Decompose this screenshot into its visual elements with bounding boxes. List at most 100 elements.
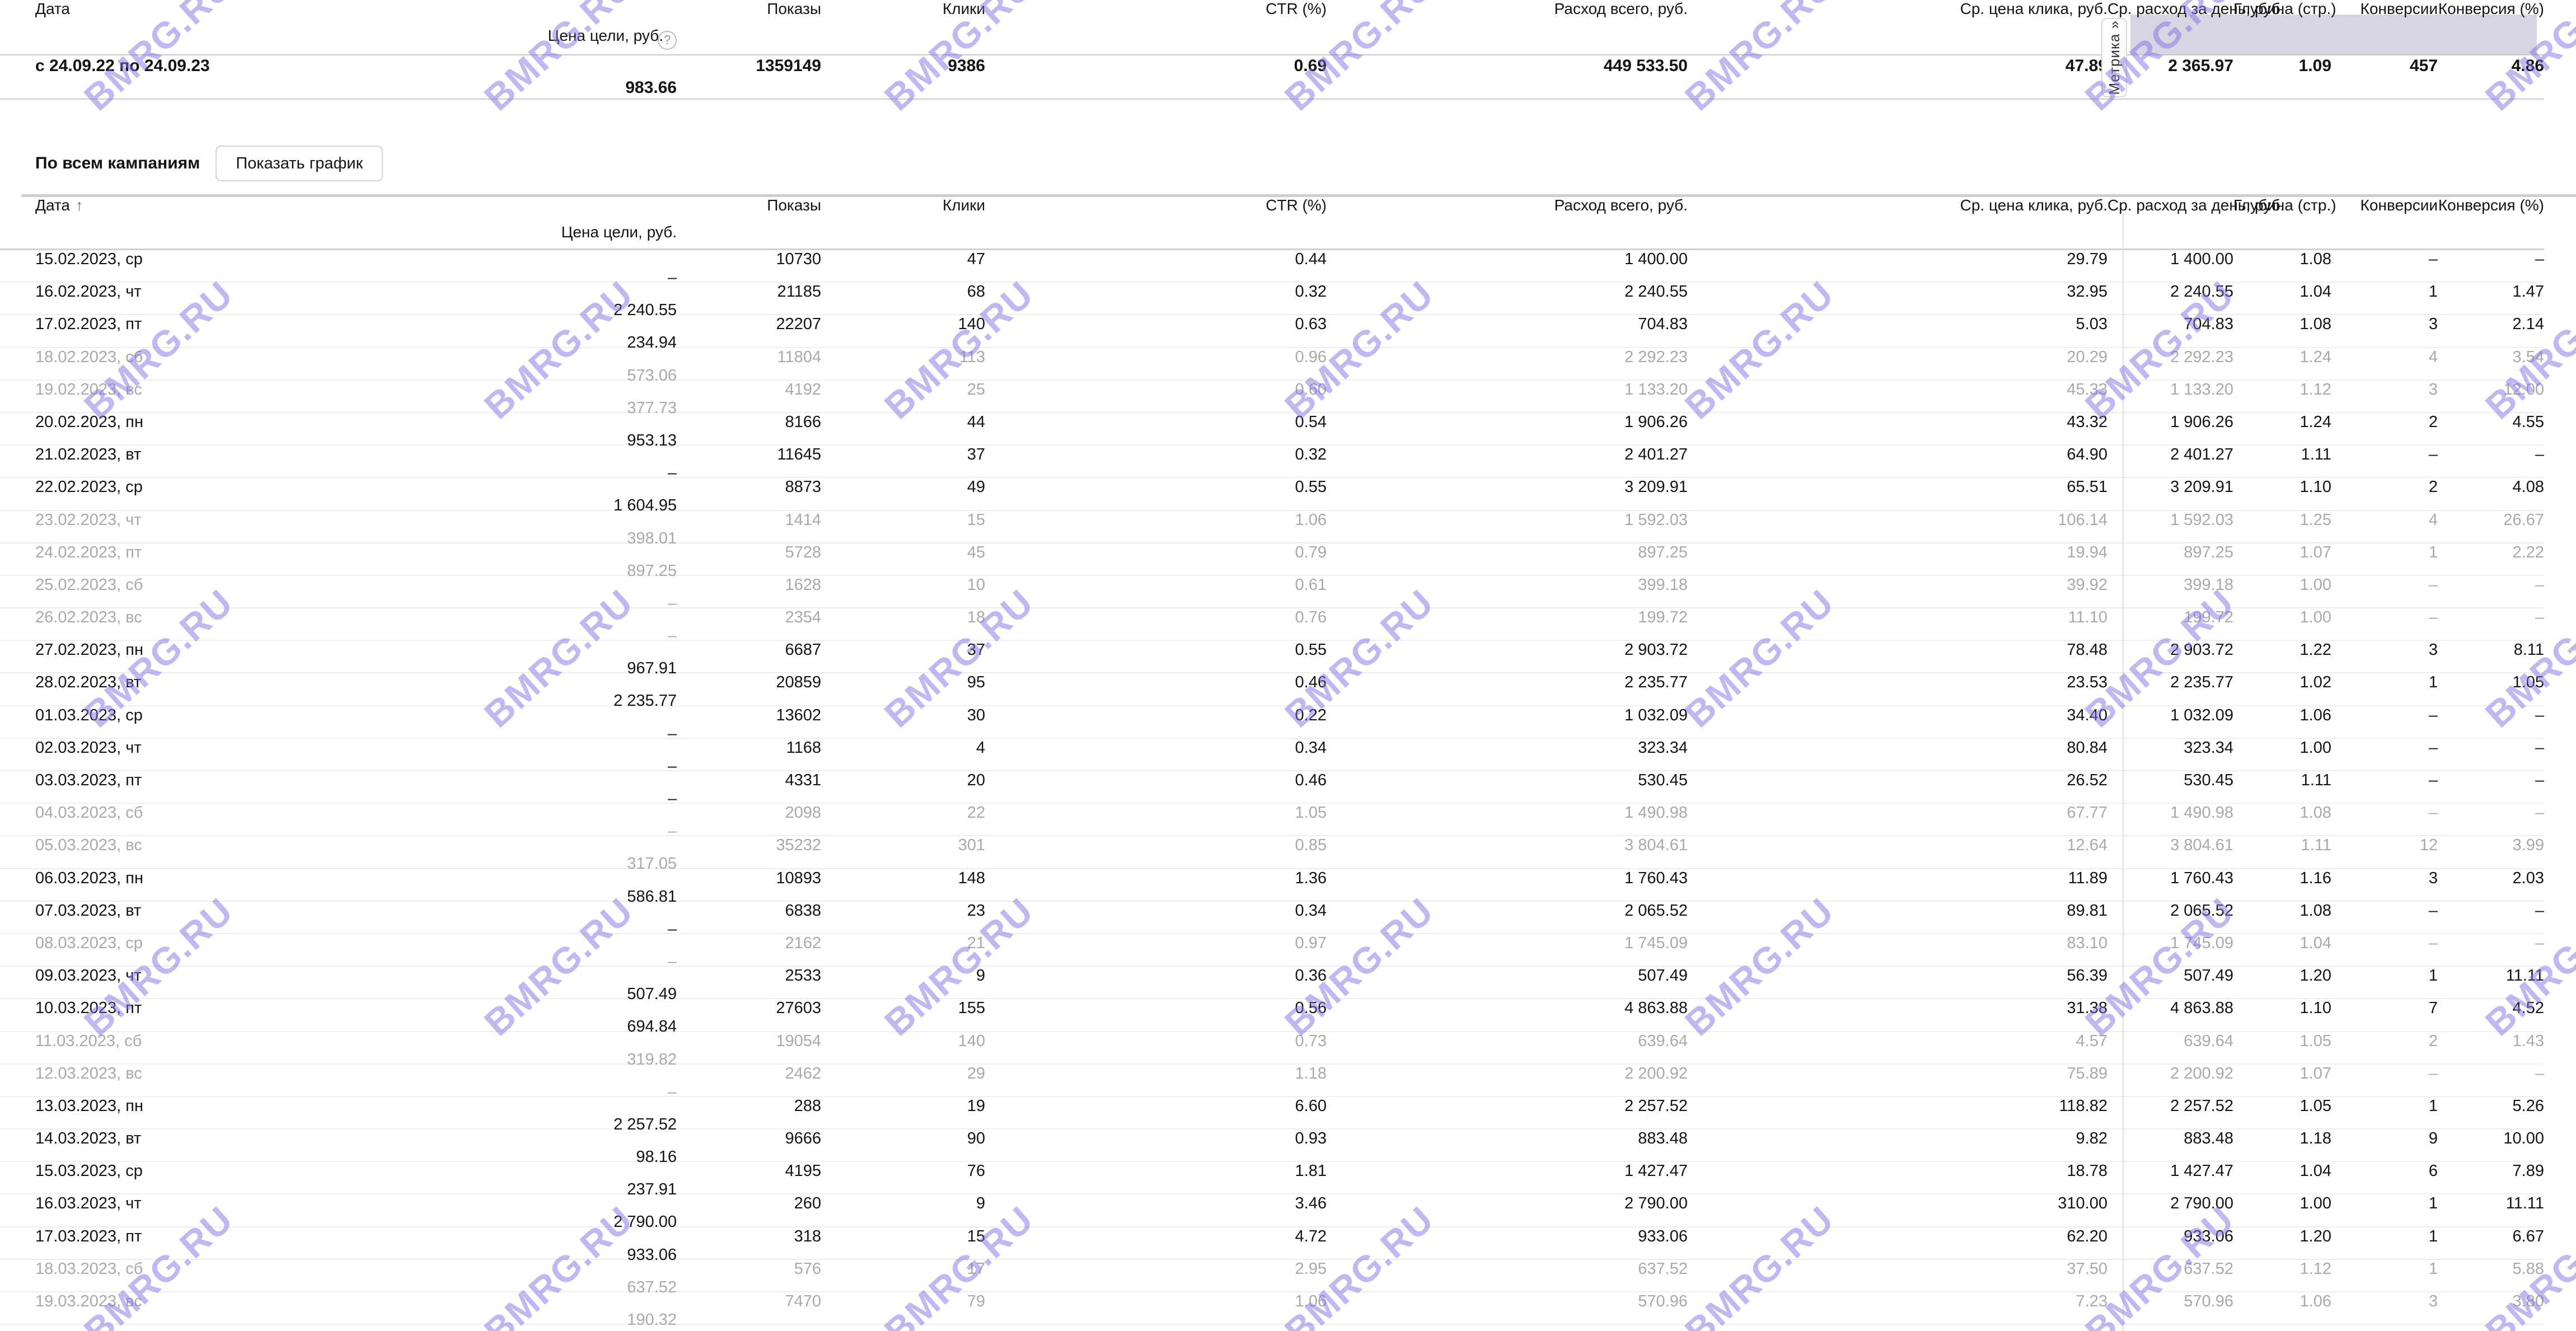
clicks-cell: 148 (958, 869, 985, 887)
ctr-cell: 0.60 (1295, 380, 1327, 399)
column-header-depth[interactable]: Глубина (стр.) (2233, 196, 2336, 223)
column-header-label: Ср. цена клика, руб. (1960, 196, 2107, 214)
total-cost-cell: 2 240.55 (1624, 283, 1688, 301)
total-cost-cell: 199.72 (1638, 608, 1688, 627)
conversion-rate-cell: 4.08 (2512, 478, 2544, 496)
total-cost-cell: 2 257.52 (1624, 1096, 1688, 1115)
table-row: 01.03.2023, ср 13602 30 0.22 1 032.09 34.40 1 … (0, 706, 2544, 743)
date-cell: 22.02.2023, ср (35, 478, 143, 496)
column-header-impressions[interactable]: Показы (677, 196, 821, 223)
ctr-cell: 0.96 (1295, 348, 1327, 366)
date-cell: 06.03.2023, пн (35, 869, 143, 887)
column-header-conversion-rate[interactable]: Конверсия (%) (2438, 196, 2544, 223)
conversions-cell: – (2428, 706, 2438, 724)
column-header-impressions[interactable]: Показы (677, 0, 821, 27)
table-row: 11.03.2023, сб 19054 140 0.73 639.64 4.57 639.… (0, 1032, 2544, 1068)
column-header-label: Клики (942, 196, 985, 214)
impressions-cell: 6838 (785, 901, 821, 920)
total-cost-cell: 1 490.98 (1624, 804, 1688, 822)
column-header-date[interactable]: Дата (35, 0, 677, 27)
clicks-cell: 25 (967, 380, 985, 399)
conversions-cell: 7 (2428, 999, 2438, 1018)
conversions-cell: 1 (2428, 283, 2438, 301)
avg-daily-cost-cell: 4 863.88 (2170, 999, 2233, 1018)
column-header-conversions[interactable]: Конверсии (2331, 196, 2438, 223)
ctr-cell: 0.32 (1295, 283, 1327, 301)
impressions-cell: 11804 (777, 348, 822, 366)
column-header-avg-cpc[interactable]: Ср. цена клика, руб. (1688, 0, 2107, 27)
column-header-ctr[interactable]: CTR (%) (985, 196, 1327, 223)
column-header-conversions[interactable]: Конверсии (2331, 0, 2438, 27)
column-header-conversion-rate[interactable]: Конверсия (%) (2438, 0, 2544, 27)
conversions-cell: 2 (2428, 1032, 2438, 1050)
column-header-clicks[interactable]: Клики (821, 196, 985, 223)
sort-ascending-icon[interactable]: ↑ (76, 197, 83, 214)
table-row: 07.03.2023, вт 6838 23 0.34 2 065.52 89.81 2 0… (0, 901, 2544, 938)
avg-daily-cost-cell: 2 065.52 (2170, 901, 2233, 920)
conversions-cell: 3 (2428, 1292, 2438, 1310)
clicks-cell: 45 (967, 543, 985, 561)
table-row: 20.02.2023, пн 8166 44 0.54 1 906.26 43.32 1 9… (0, 413, 2544, 449)
total-cost-cell: 1 745.09 (1624, 934, 1688, 952)
goal-cost-cell: 694.84 (627, 1018, 677, 1036)
table-row: 05.03.2023, вс 35232 301 0.85 3 804.61 12.64 3… (0, 836, 2544, 873)
impressions-cell: 4192 (785, 380, 821, 399)
metrika-column-divider (2123, 213, 2124, 1331)
depth-cell: 1.10 (2299, 999, 2331, 1018)
column-header-total-cost[interactable]: Расход всего, руб. (1327, 196, 1688, 223)
column-header-ctr[interactable]: CTR (%) (985, 0, 1327, 27)
avg-daily-cost-cell: 637.52 (2184, 1259, 2233, 1278)
avg-daily-cost-cell: 1 133.20 (2170, 380, 2233, 399)
table-row: 08.03.2023, ср 2162 21 0.97 1 745.09 83.10 1 7… (0, 934, 2544, 971)
depth-cell: 1.08 (2299, 315, 2331, 334)
table-row: 24.02.2023, пт 5728 45 0.79 897.25 19.94 897.2… (0, 543, 2544, 580)
clicks-cell: 113 (959, 348, 985, 366)
clicks-cell: 4 (976, 738, 985, 757)
goal-cost-cell: 573.06 (627, 366, 677, 385)
column-header-clicks[interactable]: Клики (821, 0, 985, 27)
column-header-depth[interactable]: Глубина (стр.) (2233, 0, 2336, 27)
depth-cell: 1.25 (2299, 510, 2331, 529)
show-chart-button[interactable]: Показать график (216, 146, 383, 181)
depth-cell: 1.00 (2299, 1194, 2331, 1213)
avg-daily-cost-cell: 1 745.09 (2170, 934, 2233, 952)
column-header-goal-cost[interactable]: Цена цели, руб. (35, 223, 677, 250)
conversion-rate-cell: 3.54 (2512, 348, 2544, 366)
avg-cpc-cell: 80.84 (2067, 738, 2107, 757)
conversion-rate-cell: 12.00 (2503, 380, 2544, 399)
column-header-avg-daily-cost[interactable]: Ср. расход за день, руб. (2107, 196, 2284, 223)
depth-cell: 1.05 (2299, 1032, 2331, 1050)
impressions-cell: 9666 (785, 1130, 821, 1148)
depth-cell: 1.04 (2299, 1162, 2331, 1180)
ctr-cell: 0.46 (1295, 673, 1327, 692)
goal-cost-cell: 586.81 (627, 887, 677, 906)
campaigns-label: По всем кампаниям (35, 154, 200, 172)
avg-daily-cost-cell: 1 592.03 (2170, 510, 2233, 529)
avg-daily-cost-cell: 1 906.26 (2170, 413, 2233, 431)
goal-cost-cell: 2 790.00 (613, 1213, 677, 1231)
total-cost-cell: 637.52 (1638, 1259, 1688, 1278)
metrika-tab[interactable]: Метрика » (2101, 18, 2127, 97)
column-header-avg-daily-cost[interactable]: Ср. расход за день, руб. (2107, 0, 2284, 27)
ctr-cell: 0.44 (1295, 250, 1327, 268)
depth-cell: 1.02 (2299, 673, 2331, 692)
summary-ctr: 0.69 (1294, 57, 1327, 76)
conversions-cell: – (2428, 934, 2438, 952)
column-header-date[interactable]: Дата ↑ (35, 196, 677, 223)
goal-cost-cell: 2 235.77 (613, 692, 677, 710)
column-header-label: Конверсия (%) (2438, 196, 2544, 214)
help-icon[interactable]: ? (658, 30, 677, 50)
table-row: 15.02.2023, ср 10730 47 0.44 1 400.00 29.79 1 … (0, 250, 2544, 287)
summary-conversion-rate: 4.86 (2511, 57, 2544, 76)
conversions-cell: 1 (2428, 673, 2438, 692)
table-row: 25.02.2023, сб 1628 10 0.61 399.18 39.92 399.1… (0, 576, 2544, 612)
impressions-cell: 27603 (776, 999, 821, 1018)
column-header-total-cost[interactable]: Расход всего, руб. (1327, 0, 1688, 27)
column-header-avg-cpc[interactable]: Ср. цена клика, руб. (1688, 196, 2107, 223)
impressions-cell: 5728 (785, 543, 821, 561)
column-header-goal-cost[interactable]: Цена цели, руб.? (35, 27, 677, 55)
avg-daily-cost-cell: 3 804.61 (2170, 836, 2233, 855)
total-cost-cell: 897.25 (1638, 543, 1688, 561)
date-cell: 08.03.2023, ср (35, 934, 143, 952)
clicks-cell: 22 (967, 804, 985, 822)
